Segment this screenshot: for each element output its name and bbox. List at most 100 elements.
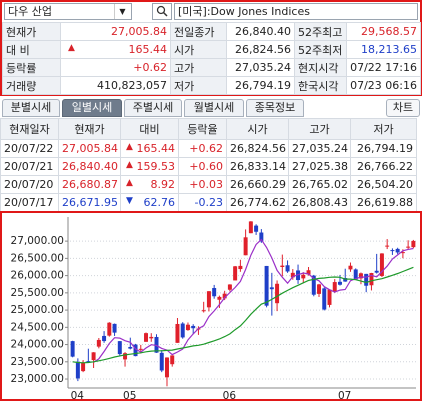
- low: 26,766.22: [350, 157, 417, 176]
- tab[interactable]: 종목정보: [246, 99, 304, 117]
- candle-body: [91, 352, 96, 361]
- candle-body: [86, 361, 91, 363]
- value: +0.62: [60, 58, 171, 77]
- label: 고가: [170, 58, 227, 77]
- candle-body: [395, 248, 400, 253]
- candle-body: [290, 272, 295, 278]
- change-cell: ▲ 165.44: [120, 139, 179, 158]
- candle-body: [306, 270, 311, 275]
- column-header: 고가: [288, 118, 351, 140]
- candle-body: [390, 250, 395, 252]
- y-tick-label: 23,500.00: [11, 356, 64, 368]
- candle-body: [337, 281, 342, 285]
- candle-body: [123, 353, 128, 360]
- candle-body: [185, 324, 190, 331]
- value: 410,823,057: [60, 76, 171, 95]
- candle-body: [159, 352, 164, 371]
- value: 26,794.19: [226, 76, 295, 95]
- candle-body: [227, 284, 232, 290]
- chart-panel: 23,000.00 23,500.00 24,000.00 24,500.00 25,0…: [0, 211, 422, 402]
- tab[interactable]: 분별시세: [2, 99, 60, 117]
- y-tick-label: 23,000.00: [11, 373, 64, 385]
- close: 26,671.95: [58, 193, 121, 212]
- row: 20/07/20 26,680.87 ▲ 8.92 +0.03 26,660.29 26,7…: [0, 175, 417, 194]
- candle-body: [175, 323, 180, 343]
- candle-body: [164, 357, 169, 378]
- search-button[interactable]: [152, 3, 172, 20]
- candle-body: [180, 323, 185, 338]
- high: 27,025.38: [288, 157, 351, 176]
- high: 26,765.02: [288, 175, 351, 194]
- high: 27,035.24: [288, 139, 351, 158]
- value: 165.44: [128, 43, 168, 56]
- date: 20/07/17: [0, 193, 59, 212]
- candle-body: [374, 270, 379, 273]
- y-tick-label: 25,500.00: [11, 287, 64, 299]
- candle-body: [133, 344, 138, 357]
- open: 26,660.29: [226, 175, 289, 194]
- y-tick-label: 24,000.00: [11, 339, 64, 351]
- value: 29,568.57: [346, 22, 421, 41]
- value-cell: ▲ 165.44: [60, 40, 171, 59]
- candle-body: [238, 265, 243, 270]
- candle-body: [327, 289, 332, 305]
- value: 07/23 06:16: [346, 76, 421, 95]
- chart-button[interactable]: 차트: [386, 99, 420, 117]
- rate: +0.62: [178, 139, 227, 158]
- candle-body: [212, 288, 217, 297]
- change-cell: ▲ 159.53: [120, 157, 179, 176]
- search-icon: [156, 5, 168, 17]
- change: 165.44: [136, 142, 176, 155]
- label: 현지시각: [294, 58, 347, 77]
- search-input[interactable]: 다우 산업: [4, 3, 132, 20]
- candle-body: [406, 246, 411, 248]
- candle-body: [222, 293, 227, 299]
- candle-body: [243, 237, 248, 256]
- open: 26,774.62: [226, 193, 289, 212]
- candle-body: [317, 284, 322, 294]
- high: 26,808.43: [288, 193, 351, 212]
- close: 26,680.87: [58, 175, 121, 194]
- label: 현재가: [2, 22, 61, 41]
- candle-body: [275, 283, 280, 304]
- date: 20/07/20: [0, 175, 59, 194]
- candle-body: [400, 252, 405, 254]
- header-row: 현재일자 현재가 대비 등락율 시가 고가 저가: [0, 118, 417, 140]
- change: 159.53: [136, 160, 176, 173]
- tab[interactable]: 주별시세: [124, 99, 182, 117]
- candle-body: [112, 323, 117, 333]
- label: 52주최저: [294, 40, 347, 59]
- y-tick-label: 27,000.00: [11, 235, 64, 247]
- candle-body: [107, 322, 112, 336]
- candle-body: [353, 269, 358, 280]
- arrow: ▼: [126, 196, 133, 206]
- candle-body: [264, 265, 269, 306]
- candle-body: [369, 273, 374, 286]
- y-tick-label: 25,000.00: [11, 304, 64, 316]
- y-tick-label: 26,500.00: [11, 252, 64, 264]
- candle-body: [154, 336, 159, 353]
- candle-body: [311, 275, 316, 295]
- moving-average-line: [93, 238, 414, 363]
- column-header: 시가: [226, 118, 289, 140]
- candle-body: [285, 265, 290, 272]
- candle-body: [81, 362, 86, 372]
- tab[interactable]: 월별시세: [184, 99, 244, 117]
- y-tick-label: 26,000.00: [11, 270, 64, 282]
- candle-body: [206, 291, 211, 308]
- candle-body: [411, 240, 416, 248]
- candle-body: [70, 341, 75, 357]
- candle-body: [128, 346, 133, 349]
- dropdown-arrow[interactable]: ▼: [114, 4, 130, 19]
- value: 27,035.24: [226, 58, 295, 77]
- candle-body: [75, 361, 80, 379]
- arrow: ▲: [126, 142, 133, 152]
- label: 52주최고: [294, 22, 347, 41]
- column-header: 현재일자: [0, 118, 59, 140]
- daily-table: 현재일자 현재가 대비 등락율 시가 고가 저가 20/07/22 27,005.84 ▲ 165…: [0, 118, 417, 212]
- open: 26,824.56: [226, 139, 289, 158]
- candle-body: [144, 333, 149, 342]
- tab[interactable]: 일별시세: [62, 99, 122, 117]
- candle-body: [343, 278, 348, 282]
